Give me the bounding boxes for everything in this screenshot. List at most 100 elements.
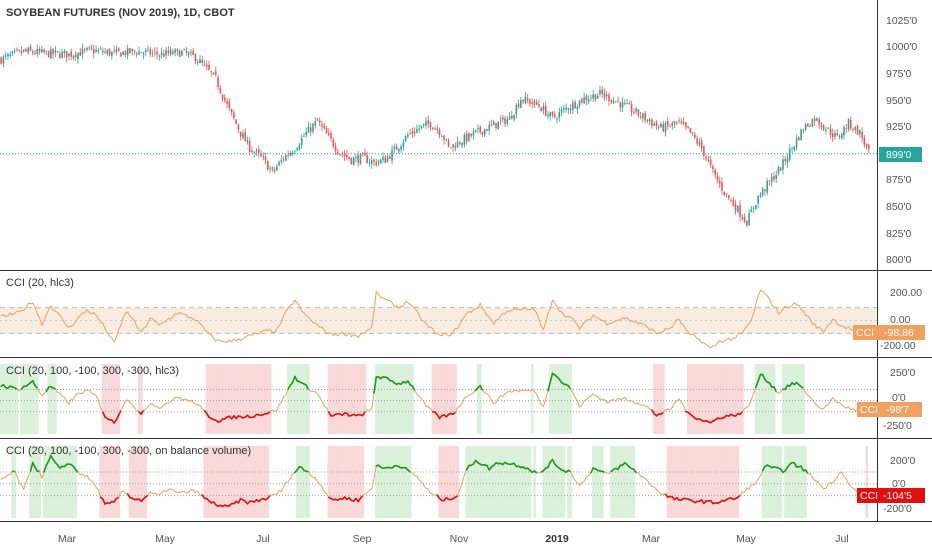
candle-body xyxy=(431,127,434,129)
cci-line-segment xyxy=(744,487,748,493)
cci-above-bg xyxy=(49,364,53,434)
cci-above-bg xyxy=(553,446,557,518)
candle-body xyxy=(257,149,260,153)
cci-line-segment xyxy=(93,482,97,488)
cci-line-segment xyxy=(463,469,468,476)
candle-body xyxy=(447,140,450,147)
candle-body xyxy=(221,94,224,99)
candle-body xyxy=(533,100,536,106)
cci-line-segment xyxy=(117,409,122,416)
candle-body xyxy=(727,195,730,199)
cci-above-bg xyxy=(404,446,408,518)
cci-line-segment xyxy=(74,468,79,473)
cci-line-segment xyxy=(337,332,341,337)
candle-body xyxy=(291,152,294,155)
cci-above-bg xyxy=(24,364,28,434)
candle-body xyxy=(41,49,43,53)
candle-body xyxy=(377,161,380,164)
cci-line-segment xyxy=(280,396,285,404)
cci-below-bg xyxy=(680,446,683,518)
candle-body xyxy=(194,54,197,62)
cci-above-bg xyxy=(291,364,295,434)
cci-line-segment xyxy=(761,373,766,381)
cci-line-segment xyxy=(762,290,766,295)
cci-below-bg xyxy=(709,364,713,434)
cci-line-segment xyxy=(683,405,687,413)
cci-below-bg xyxy=(433,364,437,434)
cci-above-bg xyxy=(54,364,57,434)
cci-above-bg xyxy=(379,364,383,434)
cci-below-bg xyxy=(232,364,236,434)
cci-below-bg xyxy=(666,446,670,518)
candle-body xyxy=(79,52,82,56)
cci-line-segment xyxy=(549,372,554,383)
candle-body xyxy=(287,154,289,156)
candle-body xyxy=(147,48,149,50)
cci-line-segment xyxy=(450,331,454,336)
cci-line-segment xyxy=(316,324,321,328)
cci-below-bg xyxy=(689,364,692,434)
price-pane[interactable] xyxy=(0,43,877,228)
cci-above-bg xyxy=(36,364,39,434)
cci-levels-last-value: -98'7 xyxy=(886,404,909,416)
cci-line-segment xyxy=(802,387,807,394)
candle-body xyxy=(576,106,579,110)
cci-above-bg xyxy=(524,446,527,518)
candle-body xyxy=(400,146,402,150)
candle-body xyxy=(531,102,533,104)
cci-line-segment xyxy=(755,478,759,483)
cci-title[interactable]: CCI (20, hlc3) xyxy=(6,277,74,289)
candle-body xyxy=(61,51,63,58)
cci-above-bg xyxy=(512,446,516,518)
candle-body xyxy=(700,140,703,148)
candle-body xyxy=(834,133,836,137)
cci-levels-pane[interactable] xyxy=(0,364,877,434)
cci-line-segment xyxy=(93,312,97,316)
symbol-title[interactable]: SOYBEAN FUTURES (NOV 2019), 1D, CBOT xyxy=(6,7,235,19)
cci-below-bg xyxy=(686,364,690,434)
candle-body xyxy=(219,87,222,93)
cci-above-bg xyxy=(567,364,570,434)
price-tick: 975'0 xyxy=(886,68,912,80)
cci-line-segment xyxy=(463,312,468,318)
cci-pane[interactable] xyxy=(0,289,877,349)
cci-line-segment xyxy=(113,336,117,343)
candle-body xyxy=(854,126,857,130)
cci-line-segment xyxy=(321,401,325,407)
cci-above-bg xyxy=(757,364,760,434)
cci-above-bg xyxy=(305,364,308,434)
cci-obv-title[interactable]: CCI (20, 100, -100, 300, -300, on balanc… xyxy=(6,445,251,457)
cci-above-bg xyxy=(763,364,767,434)
cci-line-segment xyxy=(156,405,160,409)
cci-line-segment xyxy=(348,332,352,338)
cci-line-segment xyxy=(827,400,831,406)
candle-body xyxy=(687,126,689,129)
cci-line-segment xyxy=(63,396,68,403)
candle-body xyxy=(45,50,48,52)
cci-levels-title[interactable]: CCI (20, 100, -100, 300, -300, hlc3) xyxy=(6,365,179,377)
candle-body xyxy=(852,129,854,131)
candle-body xyxy=(698,142,701,145)
price-tick: 800'0 xyxy=(886,254,912,266)
cci-above-bg xyxy=(381,364,385,434)
candle-body xyxy=(644,113,646,121)
cci-below-bg xyxy=(221,446,225,518)
candle-body xyxy=(840,133,843,139)
cci-line-segment xyxy=(845,478,850,485)
cci-obv-pane[interactable] xyxy=(0,446,877,518)
candle-body xyxy=(443,135,445,140)
cci-below-bg xyxy=(454,364,457,434)
cci-line-segment xyxy=(477,302,481,309)
cci-above-bg xyxy=(409,364,412,434)
cci-line-segment xyxy=(739,491,743,497)
cci-line-segment xyxy=(536,393,540,401)
candle-body xyxy=(822,125,825,130)
candle-body xyxy=(341,153,344,155)
cci-below-bg xyxy=(447,364,450,434)
cci-below-bg xyxy=(354,364,358,434)
cci-line-segment xyxy=(820,328,825,333)
cci-above-bg xyxy=(472,446,475,518)
candle-body xyxy=(411,131,414,134)
cci-above-bg xyxy=(517,446,521,518)
